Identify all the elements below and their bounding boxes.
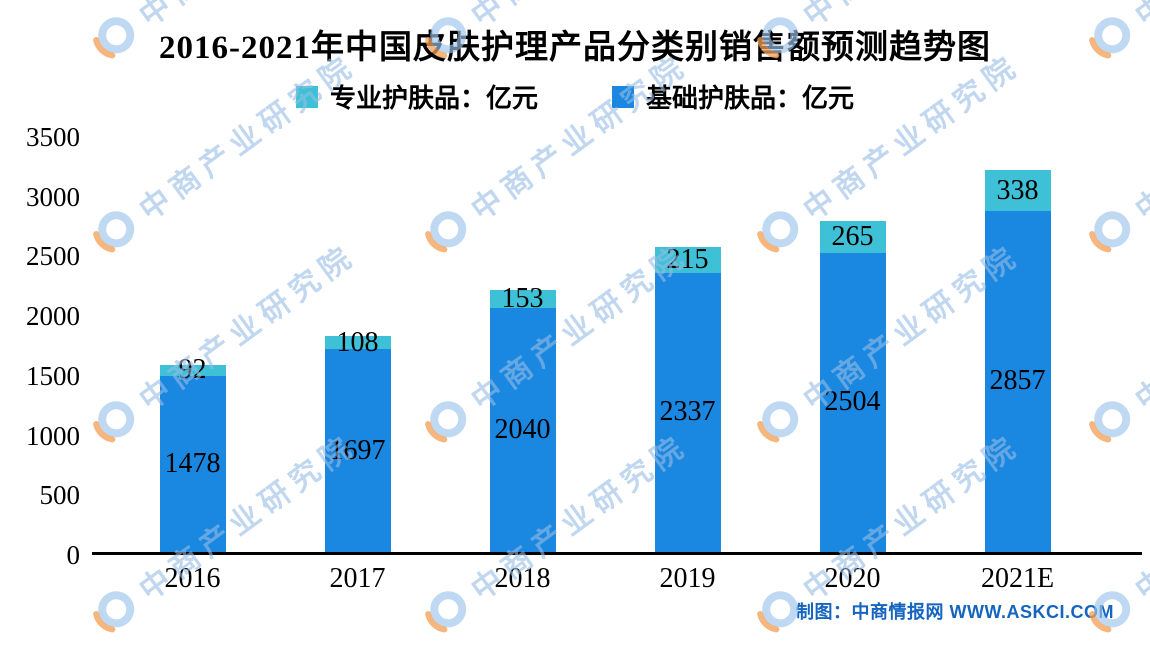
plot-area: 92 1478 108 1697 153 2040 215 2337 265 2504 338 285… xyxy=(92,137,1142,555)
bar-segment: 108 xyxy=(324,327,391,358)
y-axis: 0 500 1000 1500 2000 2500 3000 3500 xyxy=(0,124,92,569)
y-axis-label: 2000 xyxy=(26,301,80,332)
legend: 专业护肤品：亿元 基础护肤品：亿元 xyxy=(0,78,1150,115)
bar-value-label: 215 xyxy=(666,244,709,276)
bar-segment: 2857 xyxy=(984,210,1051,552)
bar-slot: 153 2040 xyxy=(440,283,605,552)
x-axis-labels: 2016 2017 2018 2019 2020 2021E xyxy=(92,563,1142,595)
bar-value-label: 108 xyxy=(336,326,379,358)
y-axis-label: 1500 xyxy=(26,360,80,391)
chart-area: 0 500 1000 1500 2000 2500 3000 3500 92 1478 108 16… xyxy=(0,124,1150,569)
stacked-bar-2018: 153 2040 xyxy=(489,283,556,552)
bar-value-label: 1697 xyxy=(329,434,386,466)
bar-value-label: 1478 xyxy=(164,447,221,479)
x-axis-label: 2019 xyxy=(659,563,716,594)
legend-item: 基础护肤品：亿元 xyxy=(612,78,854,115)
bar-segment: 1478 xyxy=(159,375,226,552)
bar-segment: 1697 xyxy=(324,349,391,552)
x-axis-label: 2018 xyxy=(494,563,551,594)
bar-value-label: 2504 xyxy=(824,386,881,418)
bar-value-label: 265 xyxy=(831,221,874,253)
bar-segment: 2337 xyxy=(654,272,721,552)
bar-value-label: 2337 xyxy=(659,396,716,428)
bar-segment: 2040 xyxy=(489,308,556,552)
y-axis-label: 3500 xyxy=(26,122,80,152)
legend-label: 专业护肤品：亿元 xyxy=(329,84,538,113)
x-axis-label: 2017 xyxy=(329,563,386,594)
bar-segment: 2504 xyxy=(819,252,886,552)
legend-swatch xyxy=(295,85,318,108)
legend-swatch xyxy=(612,85,634,108)
bar-slot: 265 2504 xyxy=(770,221,935,552)
legend-label: 基础护肤品：亿元 xyxy=(646,84,855,113)
x-axis-label: 2020 xyxy=(824,563,881,594)
bar-segment: 92 xyxy=(159,354,226,385)
y-axis-label: 0 xyxy=(66,540,81,570)
bar-value-label: 338 xyxy=(996,174,1039,206)
bar-segment: 265 xyxy=(819,221,886,253)
x-axis-label: 2016 xyxy=(164,563,221,594)
bar-slot: 338 2857 xyxy=(935,170,1100,552)
stacked-bar-2021E: 338 2857 xyxy=(984,170,1051,552)
x-axis-label: 2021E xyxy=(980,563,1055,594)
y-axis-label: 1000 xyxy=(26,420,80,451)
legend-item: 专业护肤品：亿元 xyxy=(295,78,538,115)
y-axis-label: 500 xyxy=(39,480,81,511)
stacked-bar-2020: 265 2504 xyxy=(819,221,886,552)
bar-slot: 92 1478 xyxy=(110,354,275,552)
stacked-bar-2019: 215 2337 xyxy=(654,244,721,552)
bar-value-label: 2040 xyxy=(494,414,551,446)
y-axis-label: 2500 xyxy=(26,241,80,272)
bar-segment: 215 xyxy=(654,244,721,276)
y-axis-label: 3000 xyxy=(26,181,80,212)
bar-segment: 153 xyxy=(489,283,556,314)
stacked-bar-2016: 92 1478 xyxy=(159,354,226,552)
bar-slot: 108 1697 xyxy=(275,327,440,552)
bar-segment: 338 xyxy=(984,170,1051,211)
bar-value-label: 153 xyxy=(501,283,544,315)
bar-value-label: 92 xyxy=(178,354,207,385)
credit-text: 制图：中商情报网 WWW.ASKCI.COM xyxy=(796,602,1114,622)
stacked-bar-2017: 108 1697 xyxy=(324,327,391,552)
bar-slot: 215 2337 xyxy=(605,244,770,552)
chart-title: 2016-2021年中国皮肤护理产品分类别销售额预测趋势图 xyxy=(159,30,991,66)
bar-value-label: 2857 xyxy=(989,365,1046,397)
